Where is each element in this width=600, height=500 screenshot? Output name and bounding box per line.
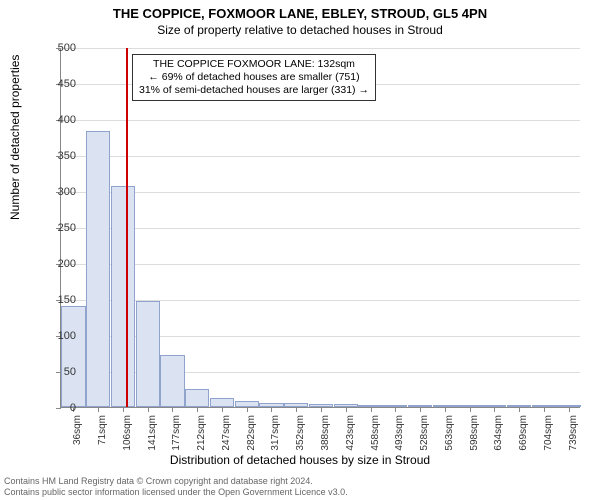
xtick-label: 141sqm <box>147 415 158 455</box>
marker-line <box>126 48 128 407</box>
xtick-label: 669sqm <box>518 415 529 455</box>
bar <box>61 306 85 407</box>
xtick-mark <box>98 407 99 412</box>
xtick-mark <box>395 407 396 412</box>
annotation-box: THE COPPICE FOXMOOR LANE: 132sqm← 69% of… <box>132 54 376 101</box>
xtick-mark <box>470 407 471 412</box>
bar <box>86 131 110 407</box>
grid-line <box>61 228 580 229</box>
grid-line <box>61 120 580 121</box>
xtick-label: 423sqm <box>345 415 356 455</box>
xtick-mark <box>445 407 446 412</box>
xtick-label: 247sqm <box>221 415 232 455</box>
ytick-label: 100 <box>40 330 76 342</box>
xtick-label: 71sqm <box>97 415 108 455</box>
xtick-mark <box>148 407 149 412</box>
ytick-label: 350 <box>40 150 76 162</box>
xtick-mark <box>420 407 421 412</box>
xtick-label: 36sqm <box>72 415 83 455</box>
xtick-mark <box>123 407 124 412</box>
page-subtitle: Size of property relative to detached ho… <box>0 21 600 41</box>
xtick-mark <box>544 407 545 412</box>
grid-line <box>61 192 580 193</box>
footer-line-1: Contains HM Land Registry data © Crown c… <box>4 476 348 487</box>
ytick-label: 500 <box>40 42 76 54</box>
xtick-label: 598sqm <box>469 415 480 455</box>
xtick-mark <box>494 407 495 412</box>
ytick-label: 200 <box>40 258 76 270</box>
xtick-label: 528sqm <box>419 415 430 455</box>
xtick-mark <box>271 407 272 412</box>
bar <box>111 186 135 407</box>
grid-line <box>61 48 580 49</box>
xtick-mark <box>569 407 570 412</box>
xtick-label: 388sqm <box>320 415 331 455</box>
x-axis-label: Distribution of detached houses by size … <box>0 453 600 467</box>
ytick-label: 450 <box>40 78 76 90</box>
xtick-label: 458sqm <box>370 415 381 455</box>
xtick-mark <box>247 407 248 412</box>
xtick-label: 282sqm <box>246 415 257 455</box>
xtick-mark <box>197 407 198 412</box>
ytick-label: 0 <box>40 402 76 414</box>
xtick-mark <box>172 407 173 412</box>
xtick-mark <box>519 407 520 412</box>
xtick-mark <box>321 407 322 412</box>
bar <box>185 389 209 407</box>
chart-plot-area: THE COPPICE FOXMOOR LANE: 132sqm← 69% of… <box>60 48 580 408</box>
xtick-label: 352sqm <box>295 415 306 455</box>
xtick-mark <box>346 407 347 412</box>
grid-line <box>61 156 580 157</box>
xtick-mark <box>371 407 372 412</box>
footer-attribution: Contains HM Land Registry data © Crown c… <box>4 476 348 498</box>
xtick-mark <box>296 407 297 412</box>
xtick-label: 177sqm <box>171 415 182 455</box>
xtick-label: 212sqm <box>196 415 207 455</box>
xtick-label: 563sqm <box>444 415 455 455</box>
ytick-label: 50 <box>40 366 76 378</box>
y-axis-label: Number of detached properties <box>8 55 22 220</box>
xtick-label: 106sqm <box>122 415 133 455</box>
bar <box>136 301 160 407</box>
page-title: THE COPPICE, FOXMOOR LANE, EBLEY, STROUD… <box>0 0 600 21</box>
xtick-mark <box>222 407 223 412</box>
annotation-line: 31% of semi-detached houses are larger (… <box>139 84 369 97</box>
xtick-label: 493sqm <box>394 415 405 455</box>
xtick-label: 634sqm <box>493 415 504 455</box>
footer-line-2: Contains public sector information licen… <box>4 487 348 498</box>
ytick-label: 400 <box>40 114 76 126</box>
bar <box>160 355 184 407</box>
annotation-line: THE COPPICE FOXMOOR LANE: 132sqm <box>139 58 369 71</box>
bar <box>210 398 234 407</box>
xtick-label: 704sqm <box>543 415 554 455</box>
grid-line <box>61 264 580 265</box>
ytick-label: 300 <box>40 186 76 198</box>
ytick-label: 250 <box>40 222 76 234</box>
annotation-line: ← 69% of detached houses are smaller (75… <box>139 71 369 84</box>
ytick-label: 150 <box>40 294 76 306</box>
xtick-label: 317sqm <box>270 415 281 455</box>
xtick-label: 739sqm <box>568 415 579 455</box>
